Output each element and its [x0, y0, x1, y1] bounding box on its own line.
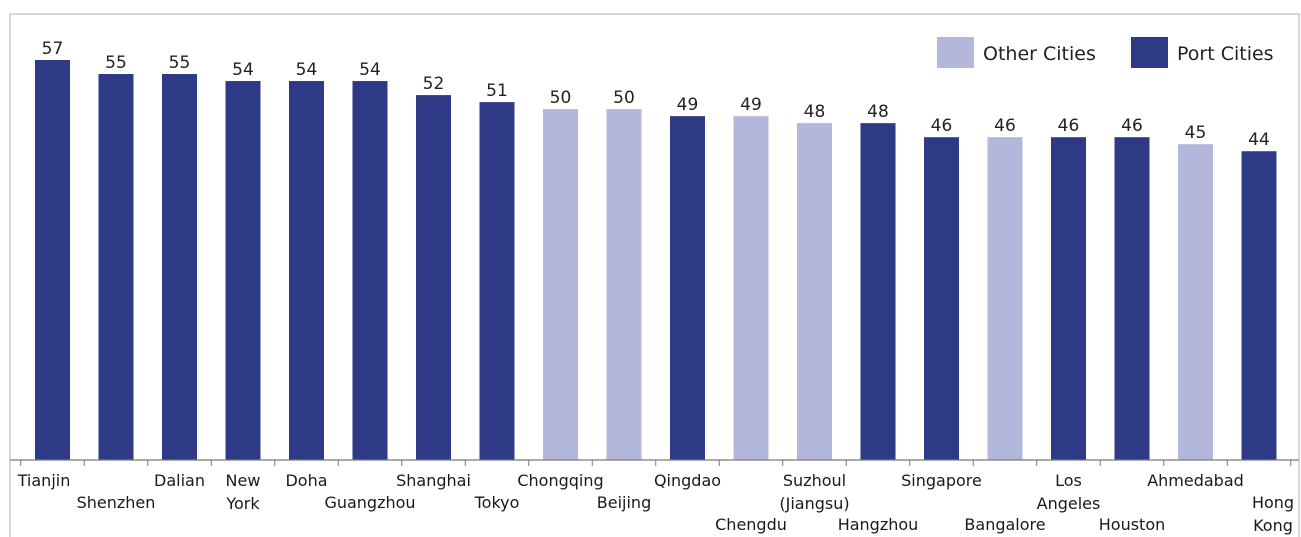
legend-label-other-cities: Other Cities — [983, 43, 1096, 65]
category-label: Tokyo — [474, 493, 520, 512]
bar — [860, 123, 896, 460]
category-label: Doha — [285, 471, 327, 490]
category-label-line: York — [225, 494, 260, 513]
category-labels-layer: Tianjin Shenzhen Dalian New York Doha Guangzho… — [17, 471, 1294, 535]
category-label: Bangalore — [964, 515, 1045, 534]
bar — [606, 109, 642, 461]
bar-value-label: 50 — [550, 88, 572, 108]
category-label-line: Singapore — [901, 471, 982, 490]
bar — [162, 74, 197, 460]
category-label: Ahmedabad — [1147, 471, 1244, 490]
category-label: Shenzhen — [77, 493, 156, 512]
category-label: Suzhoul (Jiangsu) — [779, 471, 849, 513]
category-label: Hong Kong — [1252, 493, 1294, 535]
category-label-line: New — [226, 471, 261, 490]
legend-label-port-cities: Port Cities — [1177, 43, 1274, 65]
bar — [543, 109, 578, 461]
bars-layer — [35, 60, 1277, 461]
category-label-line: Shenzhen — [77, 493, 156, 512]
category-label-line: Shanghai — [396, 471, 471, 490]
bar — [1241, 151, 1277, 460]
bar-value-label: 49 — [740, 95, 762, 115]
bar-value-label: 45 — [1185, 123, 1207, 143]
bar — [225, 81, 261, 460]
bar — [924, 137, 959, 460]
bar-value-label: 54 — [359, 60, 381, 80]
category-label: Singapore — [901, 471, 982, 490]
category-label-line: Qingdao — [654, 471, 721, 490]
category-label: Dalian — [154, 471, 205, 490]
plot-frame — [9, 13, 1300, 537]
legend-swatch-port-cities — [1131, 37, 1168, 68]
bar — [416, 95, 451, 461]
bar-value-label: 52 — [423, 74, 445, 94]
bar-value-label: 46 — [931, 116, 953, 136]
category-label: Hangzhou — [838, 515, 919, 534]
x-ticks-layer — [20, 460, 1292, 466]
bar — [479, 102, 515, 461]
category-label-line: Houston — [1099, 515, 1166, 534]
category-label: Qingdao — [654, 471, 721, 490]
category-label-line: Dalian — [154, 471, 205, 490]
category-label: Houston — [1099, 515, 1166, 534]
bar — [98, 74, 134, 460]
bar-value-label: 46 — [1121, 116, 1143, 136]
value-labels-layer: 57 55 55 54 54 54 52 51 50 50 49 49 48 48 46 46 46 46 45 44 — [42, 39, 1270, 150]
category-label: Chongqing — [517, 471, 603, 490]
category-label-line: Ahmedabad — [1147, 471, 1244, 490]
legend: Other Cities Port Cities — [937, 37, 1274, 68]
category-label-line: Chengdu — [715, 515, 787, 534]
bar-value-label: 50 — [613, 88, 635, 108]
category-label: Los Angeles — [1037, 471, 1101, 513]
legend-swatch-other-cities — [937, 37, 974, 68]
category-label-line: Beijing — [597, 493, 651, 512]
category-label-line: Hong — [1252, 493, 1294, 512]
category-label-line: Chongqing — [517, 471, 603, 490]
bar — [670, 116, 705, 460]
bar — [289, 81, 324, 460]
bar-value-label: 48 — [804, 102, 826, 122]
bar — [987, 137, 1023, 460]
category-label: Guangzhou — [324, 493, 415, 512]
bar — [352, 81, 388, 460]
bar-value-label: 54 — [232, 60, 254, 80]
bar-value-label: 48 — [867, 102, 889, 122]
category-label-line: Kong — [1253, 516, 1293, 535]
category-label-line: Tokyo — [474, 493, 520, 512]
bar-value-label: 54 — [296, 60, 318, 80]
category-label: Shanghai — [396, 471, 471, 490]
category-label: Chengdu — [715, 515, 787, 534]
bar — [733, 116, 769, 460]
bar-value-label: 57 — [42, 39, 64, 59]
category-label-line: Los — [1055, 471, 1082, 490]
bar-value-label: 55 — [105, 53, 127, 73]
category-label: Beijing — [597, 493, 651, 512]
bar-value-label: 55 — [169, 53, 191, 73]
bar-value-label: 46 — [1058, 116, 1080, 136]
bar — [797, 123, 832, 460]
bar — [35, 60, 70, 460]
category-label-line: Doha — [285, 471, 327, 490]
category-label-line: Guangzhou — [324, 493, 415, 512]
bar-value-label: 51 — [486, 81, 508, 101]
category-label-line: Hangzhou — [838, 515, 919, 534]
category-label-line: Tianjin — [17, 471, 71, 490]
bar — [1051, 137, 1086, 460]
bar-value-label: 46 — [994, 116, 1016, 136]
category-label: Tianjin — [17, 471, 71, 490]
bar-value-label: 49 — [677, 95, 699, 115]
category-label-line: Suzhoul — [783, 471, 846, 490]
category-label-line: Bangalore — [964, 515, 1045, 534]
bar — [1114, 137, 1150, 460]
bar — [1178, 144, 1213, 461]
category-label: New York — [225, 471, 260, 513]
bar-value-label: 44 — [1248, 130, 1270, 150]
category-label-line: Angeles — [1037, 494, 1101, 513]
category-label-line: (Jiangsu) — [779, 494, 849, 513]
